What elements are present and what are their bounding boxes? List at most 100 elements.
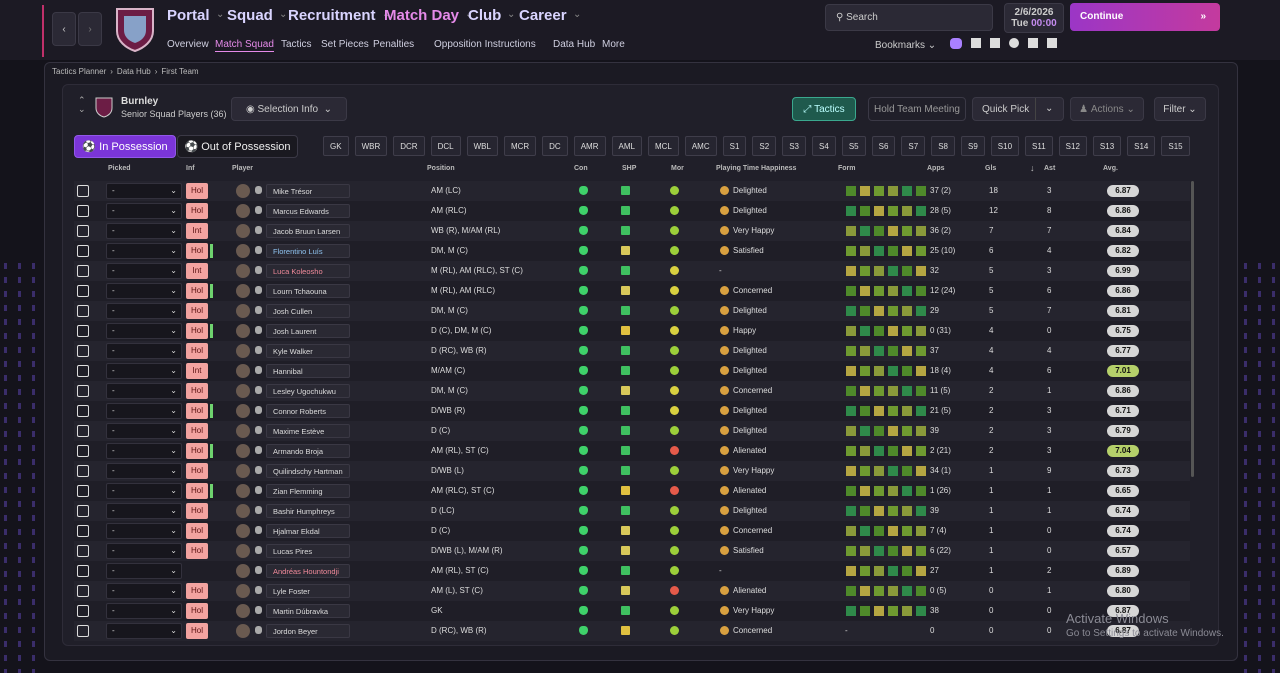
table-row[interactable]: - ⌄ Hol Marcus Edwards AM (RLC) Delighted 28 (… [74,201,1190,221]
checkbox[interactable] [77,245,89,257]
table-row[interactable]: - ⌄ Hol Josh Laurent D (C), DM, M (C) Happy 0 … [74,321,1190,341]
position-button[interactable]: AMR [573,136,606,156]
sub-menu[interactable]: Penalties [373,39,415,50]
table-row[interactable]: - ⌄ Hol Lyle Foster AM (L), ST (C) Alienated 0… [74,581,1190,601]
player-name[interactable]: Josh Laurent [266,324,350,338]
column-header[interactable]: Inf [186,165,195,172]
picked-dropdown[interactable]: - ⌄ [106,323,182,339]
picked-dropdown[interactable]: - ⌄ [106,243,182,259]
player-name[interactable]: Lucas Pires [266,544,350,558]
position-button[interactable]: WBL [466,136,498,156]
picked-dropdown[interactable]: - ⌄ [106,223,182,239]
position-button[interactable]: AML [611,136,642,156]
position-button[interactable]: S6 [871,136,896,156]
table-row[interactable]: - ⌄ Int Luca Koleosho M (RL), AM (RLC), ST (… [74,261,1190,281]
position-button[interactable]: S4 [812,136,836,156]
picked-dropdown[interactable]: - ⌄ [106,603,182,619]
collapse[interactable]: ⌃ ⌄ [78,95,86,114]
column-header[interactable]: Con [574,165,588,172]
checkbox[interactable] [77,525,89,537]
table-row[interactable]: - ⌄ Hol Quilindschy Hartman D/WB (L) Very Hap… [74,461,1190,481]
table-row[interactable]: - ⌄ Hol Hjalmar Ekdal D (C) Concerned 7 (4) 1 0 6… [74,521,1190,541]
checkbox[interactable] [77,445,89,457]
column-header[interactable]: Position [427,165,455,172]
checkbox[interactable] [77,285,89,297]
position-button[interactable]: S13 [1092,136,1122,156]
position-button[interactable]: GK [323,136,349,156]
checkbox[interactable] [77,265,89,277]
player-name[interactable]: Lyle Foster [266,584,350,598]
checkbox[interactable] [77,385,89,397]
selection-info[interactable]: ◉ Selection Info ⌄ [231,97,347,121]
sub-menu[interactable]: Data Hub [553,39,596,50]
main-menu[interactable]: Career [519,7,567,24]
picked-dropdown[interactable]: - ⌄ [106,563,182,579]
player-name[interactable]: Mike Trésor [266,184,350,198]
player-name[interactable]: Florentino Luís [266,244,350,258]
player-name[interactable]: Andréas Hountondji [266,564,350,578]
position-button[interactable]: S10 [990,136,1020,156]
checkbox[interactable] [77,585,89,597]
column-header[interactable]: Playing Time Happiness [716,165,797,172]
sub-menu[interactable]: Overview [167,39,209,50]
checkbox[interactable] [77,565,89,577]
picked-dropdown[interactable]: - ⌄ [106,483,182,499]
column-header[interactable]: Apps [927,165,945,172]
picked-dropdown[interactable]: - ⌄ [106,463,182,479]
main-menu[interactable]: Club [468,7,502,24]
picked-dropdown[interactable]: - ⌄ [106,283,182,299]
player-name[interactable]: Lourn Tchaouna [266,284,350,298]
sub-menu[interactable]: Set Pieces [321,39,369,50]
picked-dropdown[interactable]: - ⌄ [106,443,182,459]
table-row[interactable]: - ⌄ Hol Florentino Luís DM, M (C) Satisfied 25… [74,241,1190,261]
position-button[interactable]: DCR [393,136,425,156]
checkbox[interactable] [77,405,89,417]
sub-menu[interactable]: Opposition Instructions [434,39,536,50]
player-name[interactable]: Hjalmar Ekdal [266,524,350,538]
sub-menu[interactable]: Match Squad [215,39,274,52]
tactics-button[interactable]: ⤢ Tactics [792,97,856,121]
column-header[interactable]: Form [838,165,856,172]
position-button[interactable]: S9 [961,136,985,156]
table-row[interactable]: - ⌄ Hol Zian Flemming AM (RLC), ST (C) Aliena… [74,481,1190,501]
checkbox[interactable] [77,225,89,237]
column-header[interactable]: Ast [1044,165,1056,172]
main-menu[interactable]: Match Day [384,7,460,24]
checkbox[interactable] [77,185,89,197]
table-row[interactable]: - ⌄ Hol Lucas Pires D/WB (L), M/AM (R) Satisf… [74,541,1190,561]
quick-pick[interactable]: Quick Pick ⌄ [972,97,1064,121]
picked-dropdown[interactable]: - ⌄ [106,363,182,379]
player-name[interactable]: Kyle Walker [266,344,350,358]
column-header[interactable]: Picked [108,165,131,172]
checkbox[interactable] [77,625,89,637]
checkbox[interactable] [77,205,89,217]
position-button[interactable]: S15 [1161,136,1190,156]
table-row[interactable]: - ⌄ Hol Lesley Ugochukwu DM, M (C) Concerned 1… [74,381,1190,401]
position-button[interactable]: S8 [931,136,955,156]
player-name[interactable]: Bashir Humphreys [266,504,350,518]
checkbox[interactable] [77,365,89,377]
scrollbar[interactable] [1191,181,1194,477]
table-row[interactable]: - ⌄ Hol Josh Cullen DM, M (C) Delighted 29 5 7 6.… [74,301,1190,321]
checkbox[interactable] [77,545,89,557]
checkbox[interactable] [77,305,89,317]
position-button[interactable]: S3 [782,136,807,156]
player-name[interactable]: Luca Koleosho [266,264,350,278]
forward-button[interactable]: › [78,12,102,46]
filter-button[interactable]: Filter ⌄ [1154,97,1206,121]
table-row[interactable]: - ⌄ Hol Bashir Humphreys D (LC) Delighted 39 1 1… [74,501,1190,521]
table-row[interactable]: - ⌄ Hol Maxime Estève D (C) Delighted 39 2 3 6.79 [74,421,1190,441]
picked-dropdown[interactable]: - ⌄ [106,543,182,559]
position-button[interactable]: S14 [1127,136,1156,156]
crumb[interactable]: Data Hub [116,67,151,76]
picked-dropdown[interactable]: - ⌄ [106,383,182,399]
table-row[interactable]: - ⌄ Andréas Hountondji AM (RL), ST (C) - 27 1 2… [74,561,1190,581]
checkbox[interactable] [77,605,89,617]
position-button[interactable]: DC [542,136,568,156]
table-row[interactable]: - ⌄ Hol Armando Broja AM (RL), ST (C) Alienat… [74,441,1190,461]
checkbox[interactable] [77,325,89,337]
position-button[interactable]: S12 [1058,136,1087,156]
table-row[interactable]: - ⌄ Hol Kyle Walker D (RC), WB (R) Delighted 3… [74,341,1190,361]
picked-dropdown[interactable]: - ⌄ [106,203,182,219]
back-button[interactable]: ‹ [52,12,76,46]
